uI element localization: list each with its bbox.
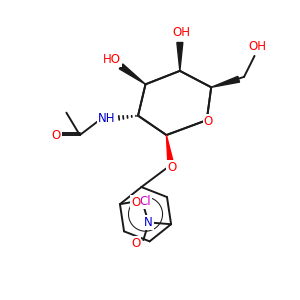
Text: O: O <box>204 115 213 128</box>
Text: OH: OH <box>248 40 266 53</box>
Text: Cl: Cl <box>139 195 151 208</box>
Polygon shape <box>119 64 146 84</box>
Text: OH: OH <box>172 26 190 39</box>
Text: NH: NH <box>98 112 116 125</box>
Text: O: O <box>131 196 140 209</box>
Text: O: O <box>167 161 176 174</box>
Polygon shape <box>211 76 239 87</box>
Text: O: O <box>204 115 213 128</box>
Polygon shape <box>177 43 183 71</box>
Text: O: O <box>51 129 61 142</box>
Text: O: O <box>131 236 140 250</box>
Text: N: N <box>144 216 153 229</box>
Text: HO: HO <box>103 53 121 66</box>
Polygon shape <box>167 135 174 165</box>
